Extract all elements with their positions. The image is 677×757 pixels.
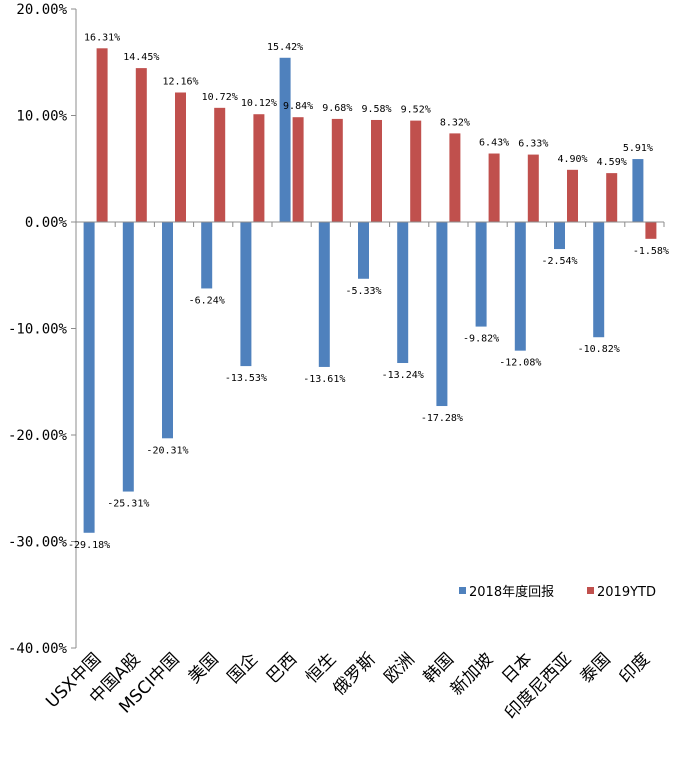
- legend-swatch-series-1: [459, 587, 466, 594]
- y-axis: 20.00% 10.00% 0.00% -10.00% -20.00% -30.00% -4…: [8, 2, 77, 657]
- bar-series-1: [240, 222, 252, 367]
- x-tick-label: 新加坡: [447, 649, 497, 699]
- data-label-series-1: -17.28%: [421, 413, 463, 424]
- x-tick-label: 泰国: [577, 649, 615, 687]
- bar-series-1: [514, 222, 526, 351]
- data-label-series-2: 4.59%: [597, 157, 627, 168]
- bar-series-2: [606, 173, 618, 222]
- data-label-series-1: -12.08%: [499, 358, 541, 369]
- bar-series-1: [358, 222, 369, 279]
- x-tick-label: 国企: [224, 649, 262, 687]
- x-tick-label: 俄罗斯: [329, 649, 379, 699]
- data-label-series-2: 6.43%: [479, 138, 509, 149]
- bar-series-1: [279, 57, 291, 222]
- bar-series-2: [449, 133, 461, 222]
- bar-series-1: [83, 222, 95, 533]
- bar-series-1: [593, 222, 605, 338]
- bar-series-2: [135, 68, 147, 222]
- data-label-series-1: -5.33%: [345, 286, 381, 297]
- y-tick-label: -30.00%: [8, 535, 68, 551]
- legend-label-series-1: 2018年度回报: [469, 584, 554, 600]
- data-label-series-2: 4.90%: [557, 154, 587, 165]
- bar-series-1: [397, 222, 409, 364]
- bar-series-2: [567, 169, 578, 222]
- bar-series-2: [96, 48, 108, 223]
- data-label-series-1: -13.53%: [225, 373, 267, 384]
- y-tick-label: -10.00%: [8, 322, 68, 338]
- data-label-series-2: 9.58%: [361, 104, 391, 115]
- data-label-series-1: -10.82%: [578, 344, 620, 355]
- data-label-series-1: -25.31%: [107, 499, 149, 510]
- data-label-series-2: 12.16%: [162, 76, 198, 87]
- data-label-series-2: 14.45%: [123, 52, 159, 63]
- bar-series-2: [371, 119, 382, 222]
- bar-series-1: [475, 222, 487, 327]
- bar-series-2: [410, 120, 422, 222]
- data-label-series-2: 9.84%: [283, 101, 313, 112]
- data-label-series-2: -1.58%: [633, 246, 669, 257]
- data-label-series-2: 16.31%: [84, 32, 120, 43]
- data-label-series-1: 15.42%: [267, 42, 303, 53]
- legend: 2018年度回报 2019YTD: [459, 584, 656, 600]
- bar-series-1: [122, 222, 134, 492]
- data-label-series-1: 5.91%: [623, 143, 653, 154]
- bar-series-1: [554, 222, 565, 250]
- data-label-series-1: -13.61%: [303, 374, 345, 385]
- x-tick-label: 美国: [185, 649, 223, 687]
- bar-series-2: [488, 153, 500, 222]
- bar-series-1: [201, 222, 213, 289]
- y-tick-label: -40.00%: [8, 641, 68, 657]
- data-label-series-1: -2.54%: [541, 256, 577, 267]
- bar-series-2: [645, 222, 657, 239]
- x-tick-label: 印度: [616, 649, 654, 687]
- data-label-series-1: -29.18%: [68, 540, 110, 551]
- data-label-series-2: 9.52%: [401, 105, 431, 116]
- data-label-series-2: 10.12%: [241, 98, 277, 109]
- bar-series-1: [318, 222, 330, 367]
- data-label-series-1: -9.82%: [463, 334, 499, 345]
- data-labels: -29.18% -25.31% -20.31% -6.24% -13.53% 15.42%…: [68, 32, 669, 550]
- x-tick-label: 巴西: [263, 649, 301, 687]
- y-tick-label: 0.00%: [25, 215, 68, 231]
- bar-series-2: [214, 107, 226, 222]
- y-tick-label: 20.00%: [16, 2, 67, 18]
- data-label-series-2: 6.33%: [518, 139, 548, 150]
- bar-series-2: [331, 118, 343, 222]
- data-label-series-1: -6.24%: [189, 295, 225, 306]
- legend-swatch-series-2: [587, 587, 594, 594]
- bar-series-2: [253, 114, 265, 222]
- bar-series-1: [632, 159, 644, 222]
- y-tick-label: -20.00%: [8, 428, 68, 444]
- bar-series-1: [436, 222, 448, 407]
- data-label-series-2: 10.72%: [202, 92, 238, 103]
- y-tick-label: 10.00%: [16, 109, 67, 125]
- data-label-series-2: 8.32%: [440, 117, 470, 128]
- bars: [83, 48, 657, 533]
- data-label-series-1: -20.31%: [146, 445, 188, 456]
- bar-series-2: [175, 92, 186, 222]
- bar-series-1: [162, 222, 173, 439]
- legend-label-series-2: 2019YTD: [597, 585, 656, 600]
- data-label-series-1: -13.24%: [382, 370, 424, 381]
- x-tick-label: 欧洲: [381, 649, 419, 687]
- bar-series-2: [527, 154, 539, 222]
- data-label-series-2: 9.68%: [322, 103, 352, 114]
- bar-series-2: [292, 117, 304, 222]
